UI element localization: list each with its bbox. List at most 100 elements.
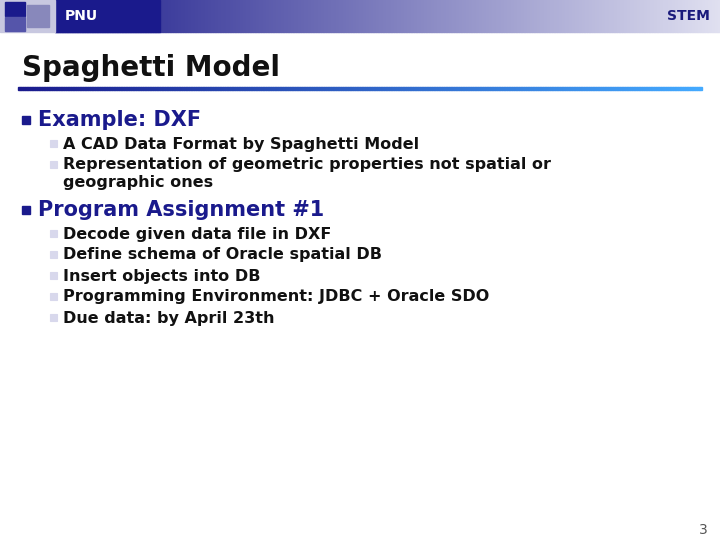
Bar — [324, 87, 325, 90]
Bar — [372, 87, 374, 90]
Bar — [384, 87, 386, 90]
Bar — [63, 0, 65, 32]
Bar — [493, 87, 495, 90]
Bar — [698, 87, 701, 90]
Bar — [76, 0, 78, 32]
Bar — [384, 0, 386, 32]
Bar — [656, 87, 657, 90]
Bar — [651, 87, 652, 90]
Bar — [474, 87, 477, 90]
Bar — [685, 0, 687, 32]
Bar — [428, 87, 430, 90]
Bar — [158, 87, 160, 90]
Bar — [216, 0, 218, 32]
Bar — [55, 87, 58, 90]
Text: Representation of geometric properties not spatial or: Representation of geometric properties n… — [63, 158, 551, 172]
Bar — [233, 87, 235, 90]
Bar — [78, 87, 79, 90]
Bar — [197, 87, 199, 90]
Bar — [49, 87, 50, 90]
Bar — [537, 0, 539, 32]
Bar — [505, 0, 507, 32]
Bar — [632, 87, 634, 90]
Bar — [618, 87, 620, 90]
Bar — [81, 87, 83, 90]
Bar — [529, 87, 531, 90]
Bar — [341, 0, 343, 32]
Bar — [642, 87, 644, 90]
Bar — [485, 0, 487, 32]
Bar — [96, 0, 98, 32]
Bar — [442, 87, 444, 90]
Bar — [459, 0, 461, 32]
Bar — [315, 0, 316, 32]
Bar — [261, 87, 263, 90]
Bar — [341, 87, 343, 90]
Bar — [39, 87, 40, 90]
Bar — [678, 0, 680, 32]
Bar — [532, 0, 534, 32]
Bar — [553, 87, 555, 90]
Bar — [560, 0, 562, 32]
Bar — [321, 0, 323, 32]
Bar — [649, 87, 651, 90]
Bar — [697, 87, 698, 90]
Bar — [594, 0, 595, 32]
Bar — [312, 0, 315, 32]
Bar — [550, 0, 552, 32]
Bar — [203, 0, 204, 32]
Bar — [181, 0, 183, 32]
Bar — [175, 0, 176, 32]
Bar — [379, 0, 381, 32]
Text: Define schema of Oracle spatial DB: Define schema of Oracle spatial DB — [63, 247, 382, 262]
Bar — [191, 87, 192, 90]
Bar — [641, 87, 642, 90]
Bar — [259, 0, 261, 32]
Bar — [358, 0, 359, 32]
Bar — [606, 87, 608, 90]
Bar — [130, 0, 132, 32]
Bar — [387, 0, 390, 32]
Bar — [254, 0, 256, 32]
Bar — [632, 0, 634, 32]
Bar — [402, 87, 405, 90]
Bar — [584, 0, 585, 32]
Bar — [423, 0, 424, 32]
Bar — [625, 0, 627, 32]
Bar — [635, 87, 637, 90]
Bar — [269, 87, 271, 90]
Bar — [75, 0, 76, 32]
Bar — [45, 87, 47, 90]
Bar — [314, 87, 315, 90]
Bar — [115, 87, 117, 90]
Bar — [442, 0, 444, 32]
Bar — [223, 0, 225, 32]
Bar — [682, 0, 683, 32]
Bar — [305, 0, 306, 32]
Bar — [110, 0, 112, 32]
Bar — [96, 87, 99, 90]
Bar — [160, 0, 161, 32]
Bar — [113, 0, 115, 32]
Bar — [173, 0, 175, 32]
Bar — [210, 87, 211, 90]
Bar — [510, 0, 512, 32]
Bar — [145, 87, 146, 90]
Bar — [457, 0, 459, 32]
Bar — [584, 87, 586, 90]
Bar — [334, 0, 336, 32]
Bar — [677, 0, 678, 32]
Bar — [680, 0, 682, 32]
Bar — [670, 87, 671, 90]
Bar — [83, 87, 85, 90]
Bar — [146, 0, 148, 32]
Bar — [179, 87, 181, 90]
Bar — [161, 0, 163, 32]
Bar — [517, 87, 519, 90]
Bar — [346, 87, 348, 90]
Bar — [675, 87, 676, 90]
Text: A CAD Data Format by Spaghetti Model: A CAD Data Format by Spaghetti Model — [63, 137, 419, 152]
Bar — [264, 87, 266, 90]
Bar — [702, 0, 703, 32]
Bar — [151, 87, 153, 90]
